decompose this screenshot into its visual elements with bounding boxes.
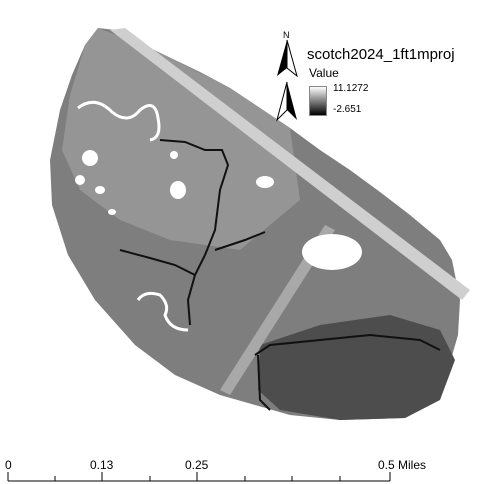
scale-bar bbox=[7, 472, 391, 482]
scale-tick-3: 0.5 Miles bbox=[378, 458, 427, 472]
legend-subtitle: Value bbox=[309, 66, 339, 80]
meander-outlines bbox=[77, 100, 189, 332]
scale-tick-1: 0.13 bbox=[90, 458, 114, 472]
raster-highland bbox=[62, 28, 300, 250]
north-label: N bbox=[283, 30, 290, 40]
drainage-channels bbox=[119, 139, 441, 411]
scale-tick-0: 0 bbox=[5, 458, 12, 472]
legend-color-ramp bbox=[309, 86, 327, 116]
road-strip bbox=[220, 225, 335, 395]
levee-strip bbox=[110, 28, 470, 300]
legend-title: scotch2024_1ft1mproj bbox=[307, 46, 455, 63]
scale-tick-2: 0.25 bbox=[185, 458, 209, 472]
legend-high-value: 11.1272 bbox=[333, 83, 369, 94]
legend-low-value: -2.651 bbox=[333, 104, 362, 115]
high-value-patches bbox=[75, 150, 362, 270]
north-arrow-icon: N bbox=[276, 30, 298, 122]
